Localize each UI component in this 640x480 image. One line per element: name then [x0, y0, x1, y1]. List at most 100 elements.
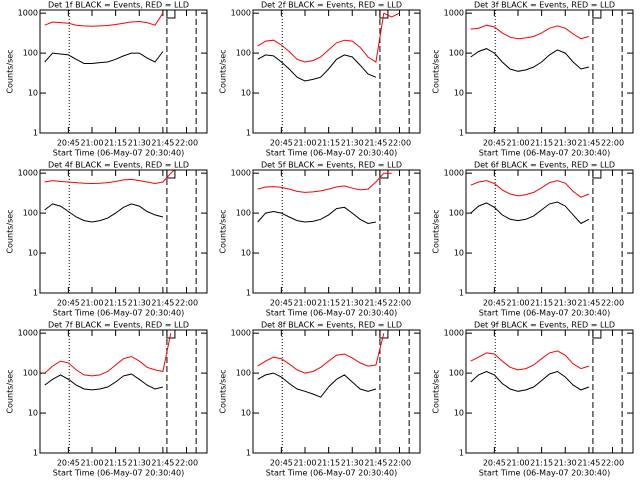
- y-axis-label: Counts/sec: [219, 209, 228, 253]
- y-tick-label: 10: [454, 89, 464, 98]
- x-tick-label: 20:45: [57, 139, 80, 148]
- y-tick-label: 1: [246, 289, 251, 298]
- y-tick-label: 10: [454, 409, 464, 418]
- x-tick-label: 21:45: [151, 139, 174, 148]
- y-tick-label: 1000: [231, 169, 251, 178]
- y-tick-label: 1000: [231, 9, 251, 18]
- x-tick-label: 20:45: [57, 299, 80, 308]
- series-line: [44, 203, 164, 223]
- x-tick-label: 21:00: [80, 139, 103, 148]
- chart-title: Det 6f BLACK = Events, RED = LLD: [474, 161, 615, 170]
- x-tick-label: 21:00: [506, 299, 529, 308]
- y-tick-label: 10: [28, 249, 38, 258]
- x-axis-label: Start Time (06-May-07 20:30:40): [266, 309, 397, 318]
- x-tick-label: 21:45: [364, 139, 387, 148]
- y-tick-label: 1000: [444, 169, 464, 178]
- chart-title: Det 5f BLACK = Events, RED = LLD: [261, 161, 402, 170]
- series-line: [470, 24, 590, 40]
- x-tick-label: 20:45: [270, 139, 293, 148]
- x-tick-label: 21:30: [341, 139, 364, 148]
- x-axis-label: Start Time (06-May-07 20:30:40): [479, 309, 610, 318]
- chart-title: Det 2f BLACK = Events, RED = LLD: [261, 1, 402, 10]
- x-tick-label: 20:45: [483, 139, 506, 148]
- x-tick-label: 22:00: [601, 299, 624, 308]
- x-tick-label: 22:00: [601, 139, 624, 148]
- x-tick-label: 20:45: [270, 459, 293, 468]
- y-axis-label: Counts/sec: [6, 209, 15, 253]
- x-tick-label: 21:00: [80, 299, 103, 308]
- series-line: [470, 350, 590, 371]
- x-axis-label: Start Time (06-May-07 20:30:40): [479, 469, 610, 478]
- plot-frame: [39, 169, 208, 294]
- series-line: [44, 12, 164, 27]
- x-tick-label: 22:00: [388, 139, 411, 148]
- x-tick-label: 21:15: [317, 459, 340, 468]
- series-line: [44, 373, 164, 391]
- chart-title: Det 9f BLACK = Events, RED = LLD: [474, 321, 615, 330]
- x-tick-label: 21:30: [554, 459, 577, 468]
- x-axis-label: Start Time (06-May-07 20:30:40): [53, 309, 184, 318]
- x-tick-label: 21:30: [128, 459, 151, 468]
- series-line: [470, 370, 590, 392]
- x-axis-label: Start Time (06-May-07 20:30:40): [53, 149, 184, 158]
- x-tick-label: 22:00: [175, 299, 198, 308]
- x-tick-label: 21:45: [577, 139, 600, 148]
- y-tick-label: 1000: [18, 9, 38, 18]
- x-tick-label: 21:30: [554, 299, 577, 308]
- y-tick-label: 1000: [18, 329, 38, 338]
- series-line: [257, 206, 376, 225]
- y-tick-label: 1: [459, 289, 464, 298]
- x-tick-label: 21:45: [364, 299, 387, 308]
- y-tick-label: 1: [246, 449, 251, 458]
- plot-frame: [465, 9, 634, 134]
- plot-frame: [465, 329, 634, 454]
- x-axis-label: Start Time (06-May-07 20:30:40): [266, 469, 397, 478]
- panel: Det 4f BLACK = Events, RED = LLD Start Ti…: [6, 161, 208, 318]
- x-tick-label: 21:45: [364, 459, 387, 468]
- x-axis-label: Start Time (06-May-07 20:30:40): [266, 149, 397, 158]
- plot-frame: [39, 329, 208, 454]
- x-tick-label: 21:15: [104, 139, 127, 148]
- x-tick-label: 21:00: [506, 139, 529, 148]
- panel: Det 8f BLACK = Events, RED = LLD Start Ti…: [219, 321, 421, 478]
- y-tick-label: 100: [23, 49, 38, 58]
- series-line: [257, 333, 385, 374]
- y-tick-label: 10: [241, 89, 251, 98]
- x-tick-label: 20:45: [270, 299, 293, 308]
- x-tick-label: 22:00: [175, 459, 198, 468]
- y-tick-label: 1: [33, 289, 38, 298]
- y-tick-label: 100: [236, 209, 251, 218]
- y-tick-label: 1: [33, 129, 38, 138]
- y-tick-label: 1: [246, 129, 251, 138]
- x-axis-label: Start Time (06-May-07 20:30:40): [53, 469, 184, 478]
- x-tick-label: 21:45: [151, 459, 174, 468]
- panel: Det 3f BLACK = Events, RED = LLD Start Ti…: [432, 1, 634, 158]
- y-tick-label: 100: [449, 209, 464, 218]
- x-axis-label: Start Time (06-May-07 20:30:40): [479, 149, 610, 158]
- x-tick-label: 20:45: [483, 299, 506, 308]
- x-tick-label: 20:45: [57, 459, 80, 468]
- series-line: [470, 201, 590, 225]
- series-line: [44, 170, 176, 185]
- x-tick-label: 21:45: [577, 299, 600, 308]
- x-tick-label: 21:15: [530, 459, 553, 468]
- y-axis-label: Counts/sec: [219, 369, 228, 413]
- y-tick-label: 100: [23, 369, 38, 378]
- y-tick-label: 1000: [231, 329, 251, 338]
- y-tick-label: 1: [459, 129, 464, 138]
- y-tick-label: 1000: [444, 329, 464, 338]
- x-tick-label: 22:00: [601, 459, 624, 468]
- x-tick-label: 22:00: [388, 459, 411, 468]
- y-axis-label: Counts/sec: [432, 369, 441, 413]
- x-tick-label: 21:30: [128, 139, 151, 148]
- x-tick-label: 22:00: [388, 299, 411, 308]
- x-tick-label: 21:30: [341, 299, 364, 308]
- series-line: [257, 54, 377, 82]
- y-tick-label: 10: [241, 409, 251, 418]
- series-line: [470, 180, 590, 198]
- chart-title: Det 8f BLACK = Events, RED = LLD: [261, 321, 402, 330]
- x-tick-label: 21:15: [104, 299, 127, 308]
- chart-title: Det 4f BLACK = Events, RED = LLD: [48, 161, 189, 170]
- y-axis-label: Counts/sec: [6, 369, 15, 413]
